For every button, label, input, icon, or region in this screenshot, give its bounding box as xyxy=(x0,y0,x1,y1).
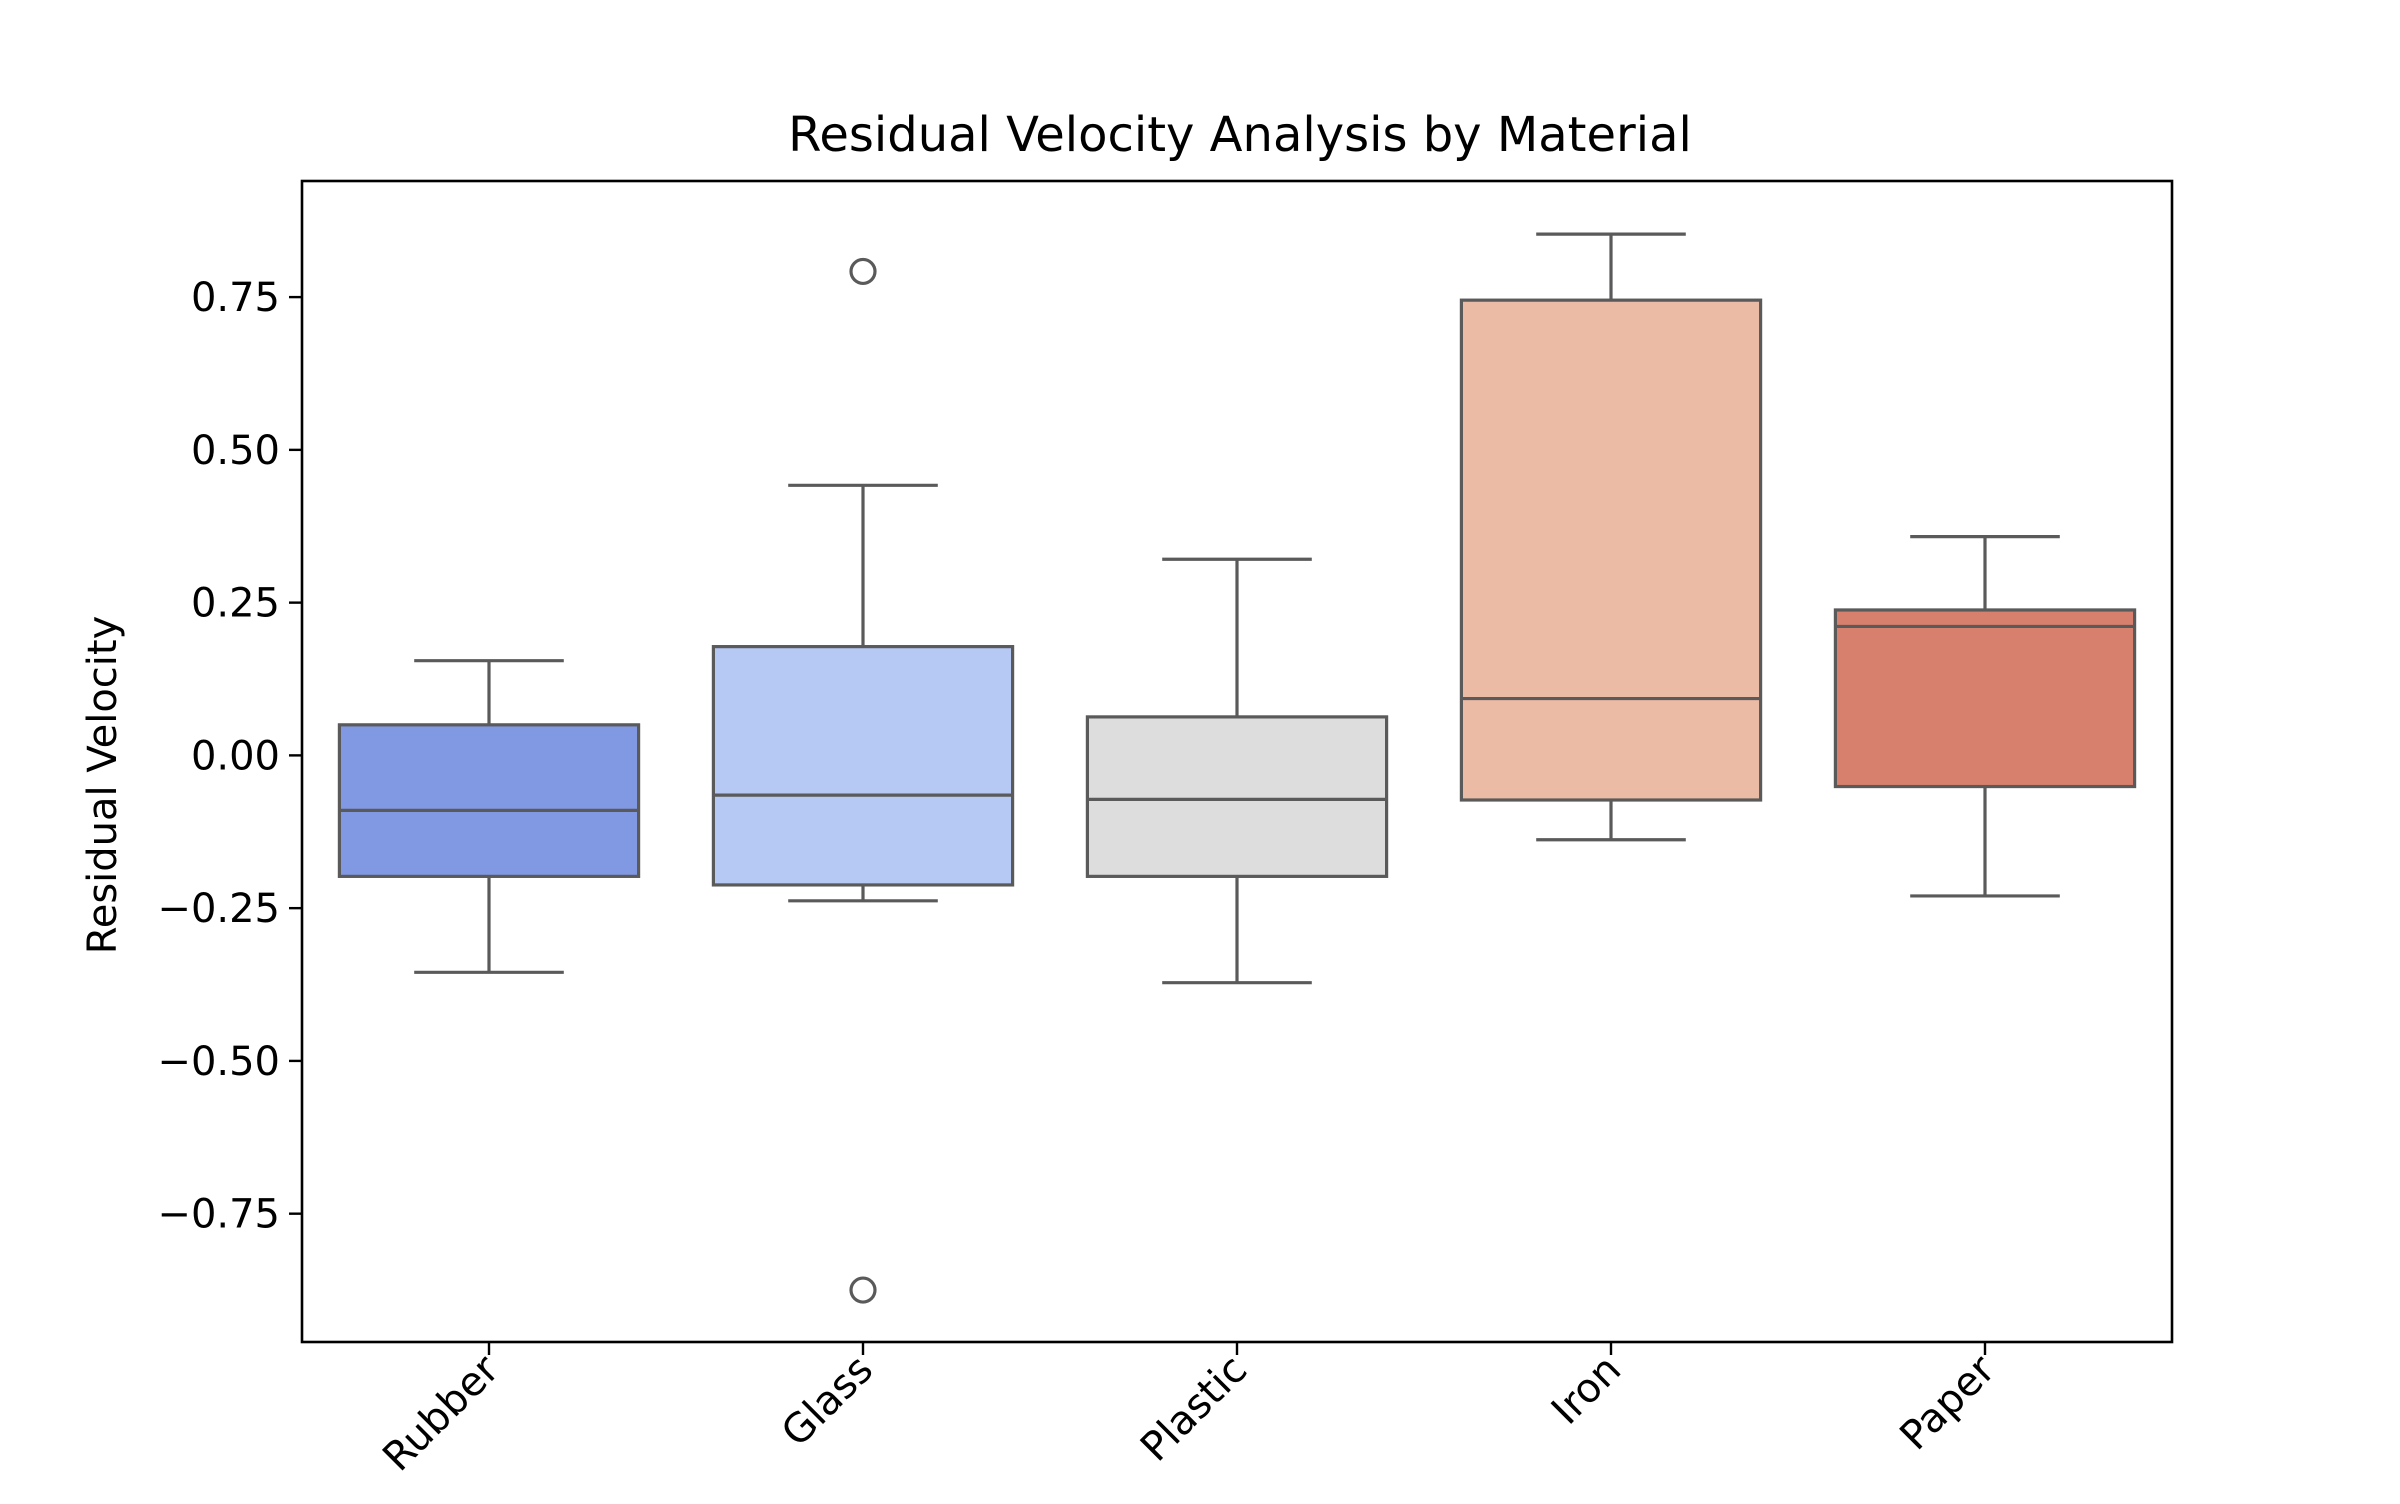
y-axis: −0.75 −0.50 −0.25 0.00 0.25 0.50 0.75 xyxy=(157,275,302,1238)
y-tick-label: −0.25 xyxy=(157,886,280,932)
outlier-point xyxy=(849,257,877,286)
iqr-box xyxy=(1085,715,1389,878)
y-axis-label: Residual Velocity xyxy=(80,616,126,955)
box-paper xyxy=(1833,535,2137,898)
iqr-box xyxy=(337,723,641,878)
iqr-box xyxy=(711,645,1015,887)
y-tick-label: −0.75 xyxy=(157,1192,280,1238)
iqr-box xyxy=(1459,298,1763,802)
box-rubber xyxy=(337,659,641,974)
outlier-point xyxy=(849,1276,877,1304)
box-plastic xyxy=(1085,557,1389,985)
y-tick-label: −0.50 xyxy=(157,1039,280,1085)
y-tick-label: 0.75 xyxy=(191,275,280,321)
iqr-box xyxy=(1833,608,2137,789)
y-tick-label: 0.25 xyxy=(191,581,280,627)
box-series xyxy=(337,232,2137,1304)
y-tick-label: 0.50 xyxy=(191,428,280,474)
y-tick-label: 0.00 xyxy=(191,733,280,779)
plot-area-frame xyxy=(300,179,2174,1344)
chart-title: Residual Velocity Analysis by Material xyxy=(788,107,1692,163)
box-glass xyxy=(711,257,1015,1304)
box-iron xyxy=(1459,232,1763,842)
